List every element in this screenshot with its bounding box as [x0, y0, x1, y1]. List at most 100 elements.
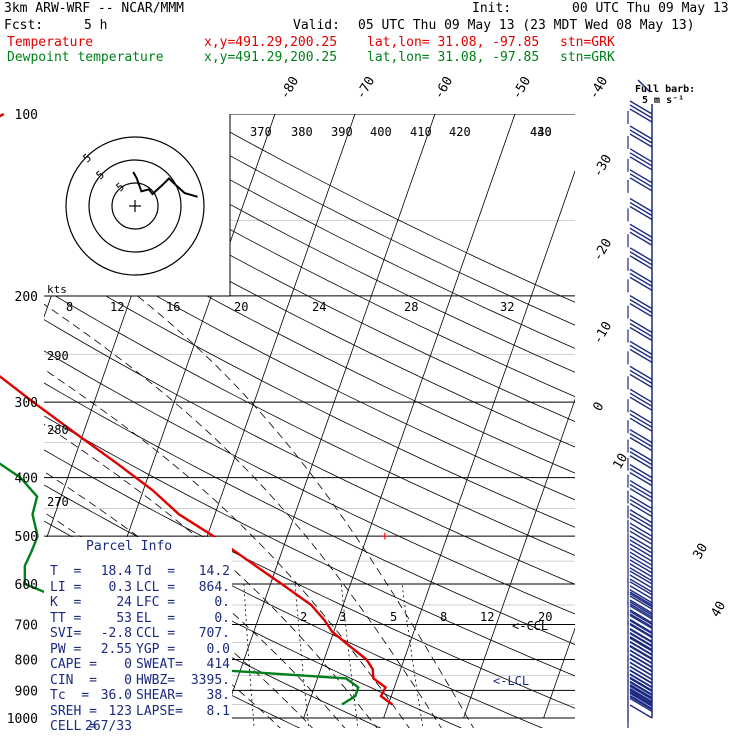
barb-flag	[629, 177, 653, 192]
wind-barb	[627, 429, 653, 453]
barb-flag	[629, 522, 653, 537]
mixing-ratio-line	[340, 583, 359, 728]
parcel-info-cell: CIN =	[50, 672, 97, 688]
barb-flag	[629, 614, 653, 630]
barb-flag	[629, 299, 653, 314]
dry-adiabat-line	[44, 174, 575, 448]
barb-flag	[629, 690, 653, 706]
wind-barb	[627, 100, 653, 124]
parcel-info-cell: T =	[50, 564, 82, 579]
parcel-info-cell: LAPSE=	[136, 703, 183, 719]
pressure-tick-label: 400	[15, 472, 38, 487]
parcel-info-cell: YGP =	[136, 641, 176, 657]
barb-flag	[629, 148, 653, 163]
valid-time: 05 UTC Thu 09 May 13 (23 MDT Wed 08 May …	[358, 18, 695, 33]
isotherm-label: -30	[590, 152, 615, 180]
parcel-info-cell: Td =	[136, 564, 176, 579]
wind-barb	[627, 125, 653, 150]
isotherm-label: 0	[590, 400, 607, 414]
barb-flag	[629, 567, 653, 582]
isotherm-line	[303, 114, 516, 719]
dry-adiabat-line	[44, 319, 575, 585]
parcel-info-cell: CELL =	[50, 719, 97, 734]
barb-flag	[629, 535, 653, 550]
isotherm-label: 10	[610, 451, 631, 472]
parcel-info-row: Tc = 36.0 SHEAR= 38.	[50, 688, 230, 703]
theta-label: 390	[331, 125, 353, 139]
parcel-info-cell: 24	[116, 595, 132, 610]
pressure-tick-label: 200	[15, 290, 38, 305]
barb-flag	[629, 559, 653, 574]
mixing-ratio-line	[243, 583, 255, 728]
barb-flag	[629, 551, 653, 566]
mixing-ratio-label: 20	[538, 610, 552, 624]
parcel-info-cell: 0.3	[108, 579, 132, 595]
isotherm-label: 30	[690, 541, 711, 562]
barb-flag	[629, 125, 653, 140]
fcst-label: Fcst:	[4, 18, 44, 33]
hodograph-speed-label: 8	[66, 300, 73, 314]
lcl-marker-label: <-LCL	[493, 674, 529, 688]
wind-barb	[627, 509, 653, 533]
barb-flag	[629, 417, 653, 432]
barb-flag	[629, 437, 653, 452]
parcel-info-row: PW = 2.55 YGP = 0.0	[50, 642, 230, 657]
isotherm-label: -50	[509, 74, 534, 102]
barb-flag	[629, 605, 653, 620]
fcst-hours: 5 h	[84, 18, 108, 33]
barb-flag	[629, 201, 653, 217]
barb-flag	[629, 603, 653, 618]
wind-barb	[627, 494, 653, 519]
barb-flag	[629, 530, 653, 545]
theta-label: 410	[410, 125, 432, 139]
barb-flag	[629, 610, 653, 626]
dry-adiabat-line	[44, 382, 575, 645]
parcel-info-cell: 2.55	[100, 641, 132, 657]
barb-flag	[629, 479, 653, 495]
parcel-info-row: LI = 0.3 LCL = 864.	[50, 580, 230, 595]
barb-flag	[629, 197, 653, 213]
moist-adiabat-line	[44, 368, 410, 728]
temperature-line	[0, 112, 394, 706]
barb-flag	[629, 517, 653, 532]
parcel-info-cell: PW =	[50, 641, 82, 657]
parcel-info-row: SVI= -2.8 CCL = 707.	[50, 626, 230, 641]
parcel-info-row: SREH = 123 LAPSE= 8.1	[50, 704, 230, 719]
barb-flag	[629, 632, 653, 648]
hodograph-speed-label: 20	[234, 300, 248, 314]
pressure-tick-label: 800	[15, 653, 38, 668]
dry-adiabat-line	[44, 230, 575, 501]
temperature-legend: Temperature	[7, 35, 94, 50]
parcel-info-cell: EL =	[136, 610, 176, 626]
pressure-tick-label: 900	[15, 684, 38, 699]
temperature-latlon: lat,lon= 31.08, -97.85	[367, 35, 540, 50]
wind-barb	[627, 464, 653, 488]
wind-barb	[627, 610, 653, 638]
barb-flag	[629, 692, 653, 707]
parcel-info-row: K = 24 LFC = 0.	[50, 595, 230, 610]
barb-flag	[629, 468, 653, 483]
barb-flag	[629, 526, 653, 541]
barb-flag	[629, 622, 653, 638]
barb-flag	[629, 539, 653, 554]
parcel-info-cell: LI =	[50, 579, 82, 595]
pressure-tick-label: 300	[15, 396, 38, 411]
barb-flag	[629, 223, 653, 238]
init-time: 00 UTC Thu 09 May 13	[572, 1, 729, 16]
barb-flag	[629, 295, 653, 310]
parcel-info-cell: LCL =	[136, 579, 176, 595]
parcel-info-cell: 0.	[214, 595, 230, 610]
barb-flag	[629, 344, 653, 359]
mixing-ratio-label: 5	[390, 610, 397, 624]
barb-flag	[629, 673, 653, 689]
barb-flag	[629, 455, 653, 470]
parcel-info-cell: 8.1	[206, 703, 230, 719]
parcel-info-cell: 0	[124, 672, 132, 688]
parcel-info-cell: 38.	[206, 688, 230, 703]
barb-flag	[629, 513, 653, 528]
wind-barb	[627, 620, 653, 651]
barb-flag	[629, 681, 653, 696]
wind-barbs	[627, 79, 653, 728]
parcel-info-cell: K =	[50, 595, 82, 610]
parcel-info-cell: 3395.	[190, 672, 230, 688]
